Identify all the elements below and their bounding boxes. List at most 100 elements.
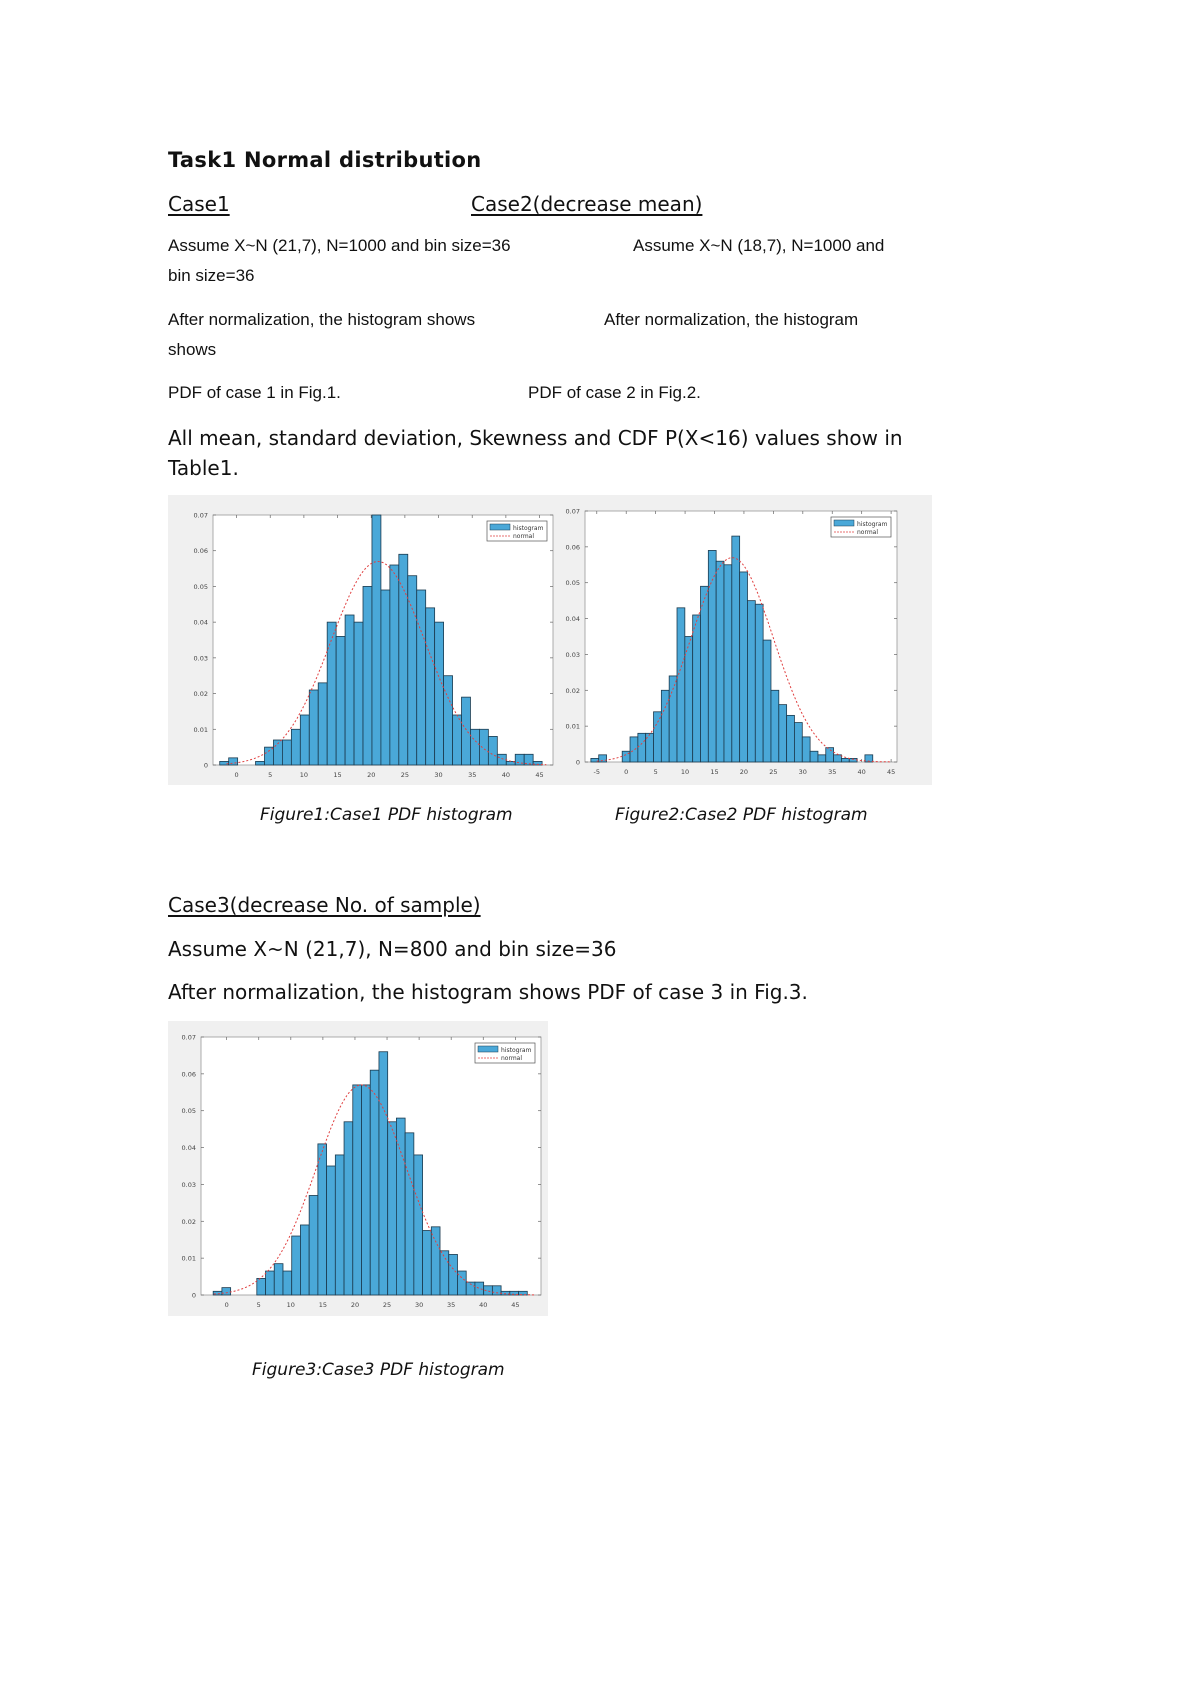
histogram-bar	[300, 1224, 310, 1296]
y-tick-label: 0.06	[182, 1070, 196, 1078]
x-tick-label: 35	[828, 768, 836, 776]
case3-after: After normalization, the histogram shows…	[168, 980, 808, 1004]
x-tick-label: -5	[594, 768, 600, 776]
histogram-bar	[770, 689, 780, 763]
histogram-bar	[786, 714, 795, 763]
y-tick-label: 0.04	[194, 619, 208, 627]
y-tick-label: 0.06	[566, 543, 580, 551]
histogram-bar	[387, 1121, 397, 1296]
svg-text:normal: normal	[857, 529, 878, 536]
histogram-bar	[474, 1281, 485, 1296]
case2-after: After normalization, the histogram	[604, 310, 859, 329]
histogram-bar	[653, 711, 662, 763]
fig2-plot: 0 0.01 0.02 0.03 0.04 0.05 0.06 0.07 -5 0 5 10 15 20 2…	[566, 508, 898, 776]
histogram-bar	[833, 754, 842, 763]
histogram-bar	[352, 1084, 362, 1296]
histogram-bar	[523, 753, 534, 766]
histogram-bar	[629, 736, 639, 763]
figure-3-chart: 0 0.01 0.02 0.03 0.04 0.05 0.06 0.07 0 5 10 15 20 25 3…	[182, 1034, 542, 1309]
histogram-bar	[487, 736, 498, 766]
histogram-bar	[801, 736, 811, 763]
x-tick-label: 5	[257, 1301, 261, 1309]
y-tick-label: 0	[576, 759, 580, 767]
histogram-bar	[778, 704, 788, 763]
histogram-bar	[439, 1250, 450, 1296]
x-tick-label: 20	[740, 768, 748, 776]
y-tick-label: 0.01	[566, 723, 580, 731]
fig3-plot: 0 0.01 0.02 0.03 0.04 0.05 0.06 0.07 0 5 10 15 20 25 3…	[182, 1034, 542, 1309]
histogram-bar	[817, 754, 827, 763]
histogram-bar	[491, 1285, 502, 1296]
page-title: Task1 Normal distribution	[168, 148, 482, 172]
x-tick-label: 0	[225, 1301, 229, 1309]
case1-assume: Assume X~N (21,7), N=1000 and bin size=3…	[168, 236, 511, 255]
figure-2-chart: 0 0.01 0.02 0.03 0.04 0.05 0.06 0.07 -5 0 5 10 15 20 2…	[566, 508, 898, 776]
x-tick-label: 5	[654, 768, 658, 776]
y-tick-label: 0.07	[182, 1034, 196, 1042]
case3-assume: Assume X~N (21,7), N=800 and bin size=36	[168, 937, 617, 961]
y-tick-label: 0.05	[194, 583, 208, 591]
histogram-bar	[841, 758, 850, 763]
histogram-bar	[221, 1287, 232, 1296]
x-tick-label: 10	[287, 1301, 295, 1309]
y-tick-label: 0.01	[194, 726, 208, 734]
histogram-bar	[317, 1143, 328, 1296]
histogram-bar	[809, 750, 819, 763]
case1-assume-wrap: bin size=36	[168, 266, 255, 285]
histogram-bar	[334, 1154, 345, 1296]
histogram-bar	[326, 1165, 336, 1296]
y-tick-label: 0.07	[194, 512, 208, 520]
histogram-bar	[343, 1121, 354, 1296]
y-tick-label: 0.03	[566, 651, 580, 659]
case2-assume: Assume X~N (18,7), N=1000 and	[633, 236, 885, 255]
y-tick-label: 0	[204, 762, 208, 770]
x-tick-label: 45	[511, 1301, 519, 1309]
x-tick-label: 20	[351, 1301, 359, 1309]
fig1-plot: 0 0.01 0.02 0.03 0.04 0.05 0.06 0.07 0 5 10 15 20 25 3…	[194, 512, 554, 779]
figure-1-caption: Figure1:Case1 PDF histogram	[260, 805, 513, 825]
histogram-bar	[532, 761, 543, 766]
histogram-bar	[707, 550, 717, 763]
histogram-bar	[430, 1226, 441, 1296]
histogram-bar	[265, 1270, 275, 1296]
histogram-bar	[228, 757, 239, 766]
y-tick-label: 0.01	[182, 1255, 196, 1263]
x-tick-label: 30	[415, 1301, 423, 1309]
y-tick-label: 0.02	[182, 1218, 196, 1226]
y-tick-label: 0.06	[194, 547, 208, 555]
histogram-bar	[731, 535, 741, 763]
y-tick-label: 0.05	[182, 1107, 196, 1115]
y-tick-label: 0	[192, 1292, 196, 1300]
x-tick-label: 25	[401, 771, 409, 779]
histogram-bar	[723, 564, 733, 763]
histogram-bar	[700, 585, 709, 763]
histogram-bar	[747, 600, 756, 763]
histogram-bar	[692, 614, 701, 763]
y-tick-label: 0.04	[182, 1144, 196, 1152]
svg-text:normal: normal	[501, 1055, 522, 1062]
normal-curve	[226, 560, 547, 766]
y-tick-label: 0.05	[566, 579, 580, 587]
x-tick-label: 40	[502, 771, 510, 779]
x-tick-label: 30	[799, 768, 807, 776]
histogram-bar	[256, 1278, 266, 1296]
case1-heading: Case1	[168, 192, 230, 216]
histogram-bar	[308, 1195, 319, 1296]
histogram-bar	[369, 1069, 380, 1296]
summary-line-2: Table1.	[168, 456, 239, 480]
normal-curve	[596, 557, 892, 763]
histogram-bar	[825, 747, 834, 763]
case1-after: After normalization, the histogram shows	[168, 310, 476, 329]
y-tick-label: 0.02	[566, 687, 580, 695]
x-tick-label: 40	[858, 768, 866, 776]
svg-text:histogram: histogram	[501, 1047, 532, 1054]
histogram-bar	[762, 639, 772, 763]
histogram-bar	[282, 1270, 293, 1296]
x-tick-label: 35	[468, 771, 476, 779]
case1-after-wrap: shows	[168, 340, 217, 359]
y-tick-label: 0.04	[566, 615, 580, 623]
histogram-bar	[660, 689, 670, 763]
